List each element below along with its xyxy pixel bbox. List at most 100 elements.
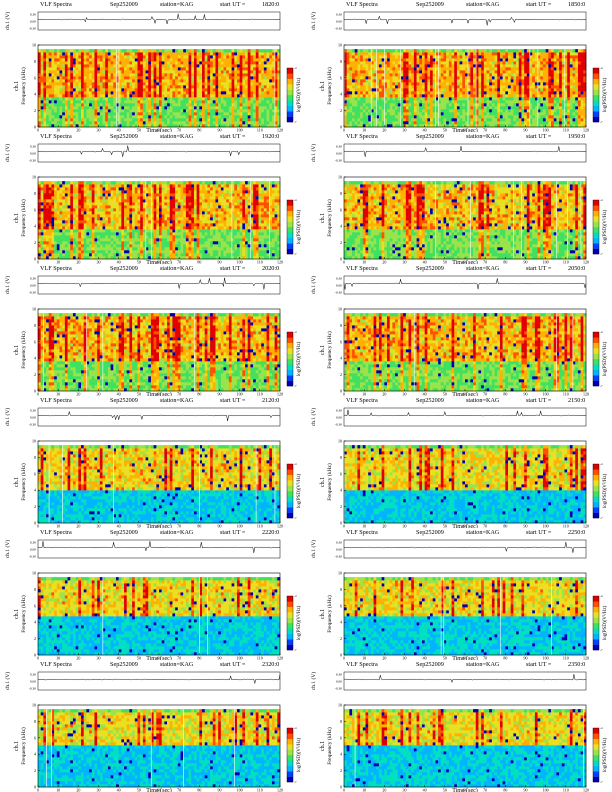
spectrogram-cell	[180, 52, 184, 56]
spectrogram-cell	[70, 52, 74, 56]
spectrogram-cell	[247, 103, 251, 107]
spectrogram-cell	[255, 121, 259, 125]
spectrogram-cell	[510, 52, 514, 56]
spectrogram-cell	[349, 97, 353, 101]
spectrogram-cell	[180, 58, 184, 62]
spectrogram-cell	[534, 61, 538, 65]
spectrogram-cell	[553, 55, 557, 59]
spectrogram-cell	[188, 121, 192, 125]
spectrogram-cell	[368, 103, 372, 107]
spectrogram-cell	[86, 52, 90, 56]
spectrogram-cell	[180, 100, 184, 104]
spectrogram-cell	[102, 88, 106, 92]
spectrogram-cell	[70, 103, 74, 107]
spectrogram-cell	[250, 67, 254, 71]
spectrogram-cell	[451, 82, 455, 86]
spectrogram-cell	[384, 52, 388, 56]
spectrogram-cell	[277, 106, 281, 110]
spectrogram-cell	[142, 115, 146, 119]
spectrogram-cell	[220, 115, 224, 119]
spectrogram-cell	[247, 61, 251, 65]
spectrogram-cell	[360, 64, 364, 68]
spectrogram-cell	[202, 76, 206, 80]
spectrogram-cell	[534, 88, 538, 92]
spectrogram-cell	[424, 58, 428, 62]
spectrogram-cell	[191, 64, 195, 68]
spectrogram-cell	[580, 112, 584, 116]
spectrogram-cell	[67, 79, 71, 83]
panel-title: VLF Spectra	[346, 1, 378, 8]
colorbar	[592, 67, 600, 123]
spectrogram-cell	[207, 67, 211, 71]
spectrogram-cell	[140, 73, 144, 77]
spectrogram-cell	[387, 91, 391, 95]
spectrogram-cell	[497, 124, 501, 128]
spectrogram-cell	[459, 73, 463, 77]
spectrogram-cell	[59, 52, 63, 56]
spectrogram-cell	[43, 124, 47, 128]
spectrogram-cell	[59, 103, 63, 107]
spectrogram-cell	[456, 58, 460, 62]
spectrogram-cell	[107, 118, 111, 122]
spectrogram-cell	[91, 58, 95, 62]
spectrogram-cell	[357, 118, 361, 122]
spectrogram-cell	[99, 73, 103, 77]
spectrogram-cell	[51, 82, 55, 86]
spectrogram-cell	[569, 100, 573, 104]
spectrogram-cell	[140, 85, 144, 89]
spectrogram-cell	[153, 79, 157, 83]
spectrogram-cell	[185, 55, 189, 59]
spectrogram-cell	[505, 109, 509, 113]
spectrogram-cell	[218, 106, 222, 110]
spectrogram-cell	[89, 103, 93, 107]
spectrogram-cell	[269, 121, 273, 125]
spectrogram-cell	[344, 79, 347, 83]
spectrogram-cell	[559, 49, 563, 53]
spectrogram-cell	[478, 124, 482, 128]
spectrogram-cell	[46, 181, 50, 185]
spectrogram-cell	[62, 64, 66, 68]
spectrogram-cell	[467, 103, 471, 107]
spectrogram-cell	[40, 52, 44, 56]
spectrogram-cell	[64, 76, 68, 80]
spectrogram-cell	[99, 88, 103, 92]
spectrogram-cell	[427, 61, 431, 65]
spectrogram-cell	[250, 55, 254, 59]
spectrogram-cell	[494, 49, 498, 53]
spectrogram-cell	[403, 79, 407, 83]
spectrogram-cell	[99, 118, 103, 122]
spectrogram-cell	[218, 88, 222, 92]
spectrogram-cell	[577, 109, 581, 113]
spectrogram-cell	[510, 58, 514, 62]
spectrogram-cell	[67, 109, 71, 113]
spectrogram-cell	[261, 103, 265, 107]
spectrogram-cell	[110, 94, 114, 98]
spectrogram-cell	[202, 58, 206, 62]
spectrogram-cell	[223, 118, 227, 122]
spectrogram-cell	[491, 121, 495, 125]
spectrogram-cell	[389, 106, 393, 110]
spectrogram-cell	[446, 88, 450, 92]
spectrogram-cell	[408, 103, 412, 107]
spectrogram-cell	[183, 82, 187, 86]
spectrogram-cell	[559, 100, 563, 104]
spectrogram-cell	[236, 52, 240, 56]
spectrogram-cell	[236, 73, 240, 77]
spectrogram-cell	[395, 52, 399, 56]
spectrogram-cell	[360, 124, 364, 128]
spectrogram-cell	[459, 82, 463, 86]
spectrogram-cell	[494, 100, 498, 104]
spectrogram-cell	[448, 106, 452, 110]
spectrogram-cell	[48, 241, 52, 245]
spectrogram-cell	[210, 55, 214, 59]
spectrogram-cell	[38, 235, 41, 239]
spectrogram-cell	[376, 61, 380, 65]
spectrogram-cell	[421, 58, 425, 62]
spectrogram-cell	[354, 67, 358, 71]
spectrogram-cell	[494, 61, 498, 65]
spectrogram-cell	[537, 61, 541, 65]
spectrogram-cell	[376, 55, 380, 59]
spectrogram-cell	[48, 256, 52, 260]
spectrogram-cell	[365, 58, 369, 62]
spectrogram-cell	[99, 64, 103, 68]
